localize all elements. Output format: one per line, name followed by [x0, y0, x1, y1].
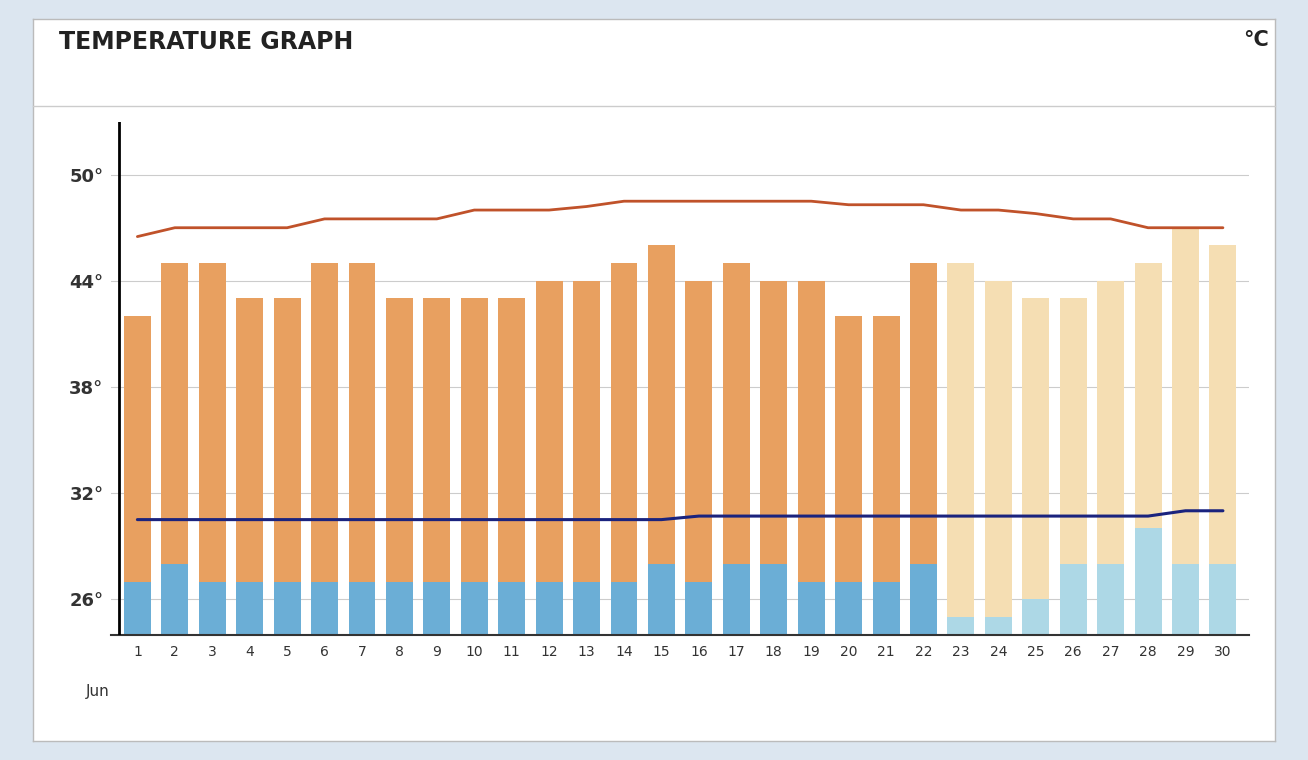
Bar	[647, 564, 675, 760]
Text: TEMPERATURE GRAPH: TEMPERATURE GRAPH	[59, 30, 353, 55]
Bar	[1059, 299, 1087, 564]
Bar	[835, 316, 862, 581]
Bar	[798, 581, 824, 760]
Bar	[424, 581, 450, 760]
Bar	[1059, 564, 1087, 760]
Bar	[985, 280, 1012, 617]
Bar	[1097, 280, 1124, 564]
Bar	[835, 581, 862, 760]
Bar	[611, 263, 637, 581]
Bar	[647, 245, 675, 564]
Bar	[348, 581, 375, 760]
Bar	[872, 581, 900, 760]
Bar	[1134, 263, 1162, 528]
Bar	[1023, 299, 1049, 599]
Bar	[685, 581, 713, 760]
Bar	[199, 581, 226, 760]
Bar	[573, 280, 600, 581]
Bar	[124, 581, 150, 760]
Bar	[1210, 245, 1236, 564]
Bar	[237, 581, 263, 760]
Bar	[161, 263, 188, 564]
Bar	[1210, 564, 1236, 760]
Bar	[161, 564, 188, 760]
Bar	[311, 581, 337, 760]
Bar	[199, 263, 226, 581]
Bar	[273, 581, 301, 760]
Bar	[723, 564, 749, 760]
Bar	[872, 316, 900, 581]
Bar	[723, 263, 749, 564]
Bar	[685, 280, 713, 581]
Bar	[237, 299, 263, 581]
Bar	[536, 280, 562, 581]
Bar	[760, 280, 787, 564]
Bar	[273, 299, 301, 581]
Bar	[947, 263, 974, 617]
Text: °C: °C	[1243, 30, 1269, 50]
Bar	[124, 316, 150, 581]
Legend: Avg. Hi, Avg. Lo, Actual Hi, Actual Lo, Forecast Hi, Forecast Lo: Avg. Hi, Avg. Lo, Actual Hi, Actual Lo, …	[296, 754, 1065, 760]
Bar	[1134, 528, 1162, 760]
Bar	[498, 581, 526, 760]
Bar	[1172, 228, 1199, 564]
Bar	[424, 299, 450, 581]
Bar	[611, 581, 637, 760]
Bar	[348, 263, 375, 581]
Bar	[947, 617, 974, 760]
Bar	[1023, 599, 1049, 760]
Bar	[1097, 564, 1124, 760]
Bar	[311, 263, 337, 581]
Bar	[386, 299, 413, 581]
Bar	[1172, 564, 1199, 760]
Bar	[498, 299, 526, 581]
Bar	[460, 299, 488, 581]
Text: Jun: Jun	[86, 684, 110, 699]
Bar	[536, 581, 562, 760]
Bar	[910, 263, 937, 564]
Bar	[985, 617, 1012, 760]
Bar	[573, 581, 600, 760]
Bar	[386, 581, 413, 760]
Bar	[760, 564, 787, 760]
Bar	[798, 280, 824, 581]
Bar	[460, 581, 488, 760]
Bar	[910, 564, 937, 760]
